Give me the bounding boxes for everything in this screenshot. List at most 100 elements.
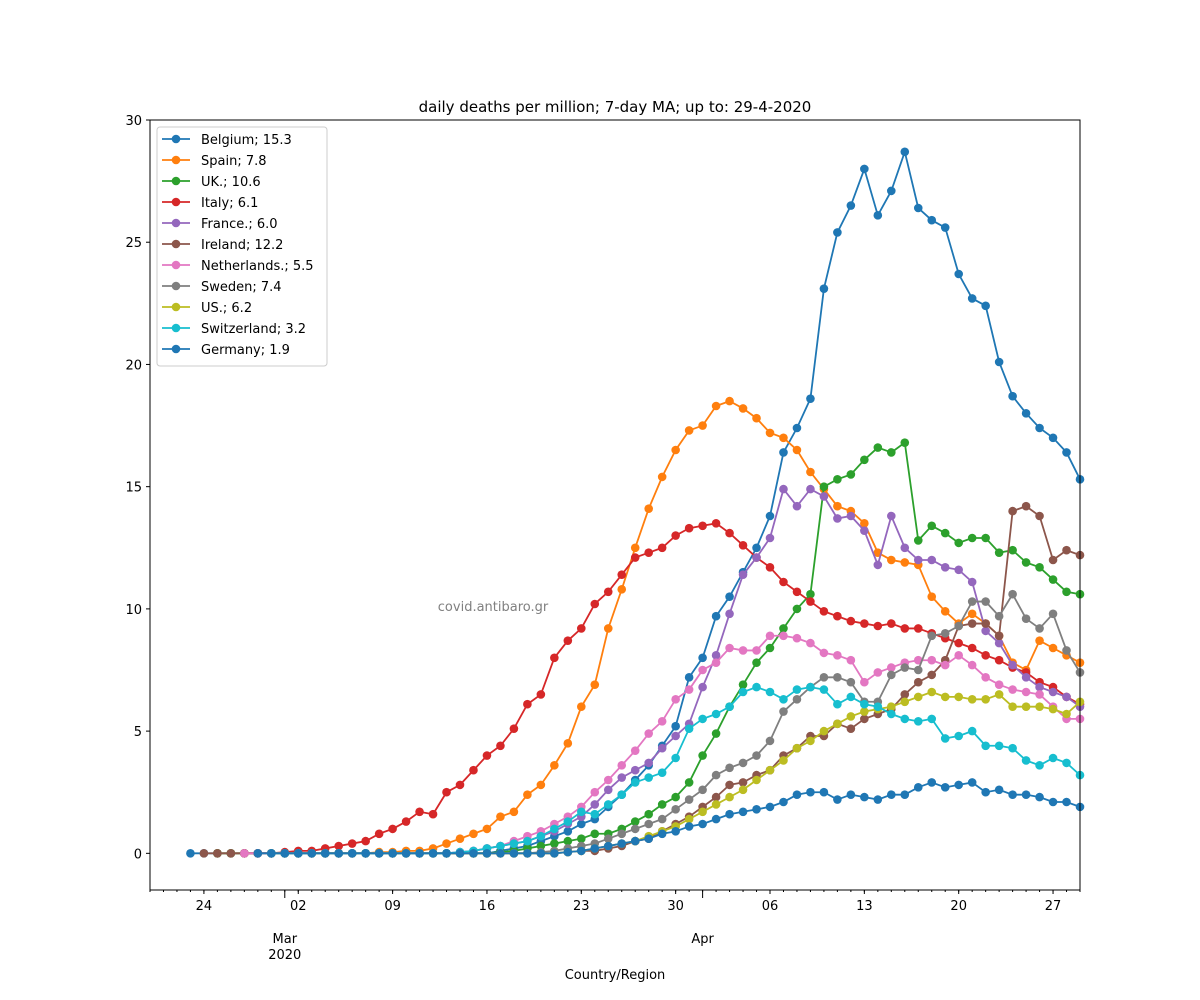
data-point	[752, 413, 761, 423]
data-point	[428, 809, 438, 819]
data-point	[913, 717, 923, 726]
data-point	[496, 812, 505, 821]
data-point	[913, 677, 923, 687]
legend-item: Germany; 1.9	[162, 343, 290, 358]
data-point	[954, 538, 963, 548]
data-point	[994, 611, 1004, 621]
data-point	[577, 807, 586, 817]
data-point	[482, 824, 492, 834]
data-point	[954, 269, 963, 279]
data-point	[967, 778, 977, 787]
data-point	[186, 849, 195, 858]
data-point	[967, 695, 977, 704]
data-point	[765, 802, 775, 812]
data-point	[873, 443, 883, 452]
data-point	[428, 849, 438, 858]
data-point	[671, 731, 680, 741]
y-tick-label: 0	[134, 847, 142, 862]
data-point	[320, 849, 330, 858]
data-point	[954, 780, 963, 790]
data-point	[1035, 511, 1044, 521]
legend-marker	[171, 260, 181, 270]
series-uk	[213, 438, 1085, 858]
y-tick-label: 25	[125, 236, 142, 251]
data-point	[415, 849, 424, 858]
data-point	[630, 746, 640, 755]
data-point	[577, 624, 586, 633]
data-point	[671, 721, 680, 731]
data-point	[819, 284, 829, 293]
data-point	[644, 758, 653, 768]
legend-item: Switzerland; 3.2	[162, 322, 306, 337]
series-sweden	[253, 589, 1085, 858]
data-point	[779, 797, 788, 807]
data-point	[1062, 646, 1071, 655]
data-point	[725, 792, 734, 802]
x-tick-label: 20	[950, 899, 967, 914]
data-point	[644, 809, 653, 819]
x-tick-label: 09	[384, 899, 401, 914]
data-point	[563, 836, 573, 846]
legend-marker	[171, 302, 181, 312]
data-point	[887, 670, 896, 680]
data-point	[900, 663, 910, 672]
data-point	[1035, 636, 1044, 645]
data-point	[1008, 545, 1017, 555]
data-point	[900, 714, 910, 724]
data-point	[684, 523, 694, 533]
data-point	[523, 836, 532, 846]
data-point	[752, 805, 761, 814]
data-point	[913, 783, 923, 792]
data-point	[711, 651, 721, 660]
data-point	[334, 841, 343, 851]
data-point	[590, 809, 600, 819]
data-point	[698, 653, 707, 663]
data-point	[684, 426, 694, 435]
data-point	[523, 849, 532, 858]
data-point	[711, 729, 721, 738]
legend-label: Netherlands.; 5.5	[201, 259, 314, 274]
data-point	[711, 792, 721, 802]
data-point	[967, 609, 977, 619]
data-point	[940, 223, 950, 232]
data-point	[779, 448, 788, 457]
data-point	[860, 792, 869, 802]
data-point	[280, 849, 290, 858]
data-point	[967, 726, 977, 736]
data-point	[738, 807, 748, 817]
data-point	[913, 536, 923, 545]
legend-item: Ireland; 12.2	[162, 238, 283, 253]
y-axis: 0 5 10 15 20 25 30	[125, 114, 150, 862]
data-point	[981, 787, 990, 797]
data-point	[725, 780, 734, 790]
data-point	[846, 201, 856, 210]
series-germany	[253, 778, 1085, 858]
data-point	[617, 829, 627, 839]
data-point	[509, 807, 519, 817]
legend-label: France.; 6.0	[201, 217, 278, 232]
data-point	[361, 849, 370, 858]
data-point	[806, 787, 815, 797]
data-point	[455, 780, 465, 790]
data-point	[806, 638, 815, 648]
data-point	[240, 849, 249, 858]
data-point	[792, 633, 802, 643]
data-point	[671, 792, 680, 802]
data-point	[806, 597, 815, 606]
plot-frame	[149, 119, 1081, 891]
legend-marker	[171, 218, 181, 228]
data-point	[698, 807, 707, 817]
data-point	[860, 707, 869, 716]
data-point	[1062, 709, 1071, 719]
data-point	[657, 743, 667, 753]
legend-marker	[171, 176, 181, 186]
data-point	[846, 655, 856, 665]
data-point	[630, 836, 640, 846]
data-point	[1062, 587, 1071, 597]
data-point	[1035, 563, 1044, 572]
data-point	[954, 621, 963, 631]
data-point	[617, 570, 627, 579]
y-tick-label: 10	[125, 603, 142, 618]
data-point	[442, 849, 451, 858]
